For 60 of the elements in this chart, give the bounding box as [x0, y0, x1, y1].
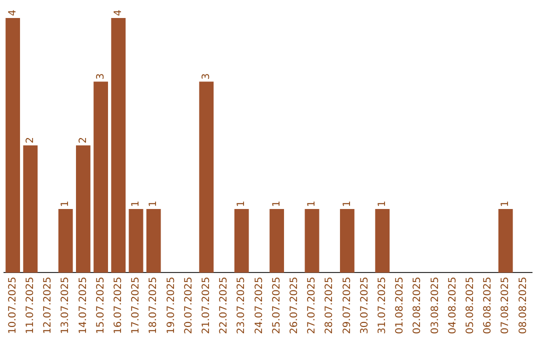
x-tick-label: 22.07.2025: [218, 276, 230, 334]
x-tick-label: 11.07.2025: [24, 276, 36, 334]
x-tick-label: 21.07.2025: [200, 276, 212, 334]
x-tick-label: 14.07.2025: [78, 276, 89, 334]
x-tick-label: 15.07.2025: [95, 276, 106, 334]
x-tick-label: 03.08.2025: [430, 276, 441, 334]
x-tick-label: 20.07.2025: [183, 276, 194, 334]
data-label: 4: [112, 10, 124, 16]
data-label: 1: [236, 200, 248, 208]
x-tick-label: 17.07.2025: [130, 276, 142, 334]
bar: [6, 18, 20, 273]
x-tick-label: 23.07.2025: [236, 276, 248, 334]
data-label: 1: [60, 200, 72, 208]
data-label: 1: [148, 200, 160, 208]
bar: [340, 209, 354, 273]
bar: [146, 209, 161, 273]
x-tick-label: 26.07.2025: [288, 276, 300, 334]
bar: [304, 209, 320, 273]
bar: [199, 82, 214, 273]
data-label: 2: [24, 136, 36, 144]
bar: [76, 145, 90, 273]
x-tick-label: 02.08.2025: [412, 276, 424, 334]
data-label: 4: [7, 10, 18, 16]
x-tick-label: 24.07.2025: [254, 276, 265, 334]
x-tick-label: 07.08.2025: [500, 276, 512, 334]
x-tick-label: 18.07.2025: [148, 276, 160, 334]
x-tick-label: 19.07.2025: [166, 276, 177, 334]
x-tick-label: 12.07.2025: [42, 276, 54, 334]
bar: [234, 209, 249, 273]
bar: [498, 209, 513, 273]
x-tick-label: 10.07.2025: [7, 276, 18, 334]
x-tick-label: 05.08.2025: [464, 276, 476, 334]
data-label: 1: [130, 200, 142, 208]
x-tick-label: 04.08.2025: [447, 276, 458, 334]
bar: [23, 145, 38, 273]
x-tick-label: 30.07.2025: [359, 276, 370, 334]
x-tick-label: 31.07.2025: [376, 276, 388, 334]
data-label: 1: [306, 200, 318, 208]
data-label: 1: [500, 200, 512, 208]
data-label: 1: [376, 200, 388, 208]
bar: [94, 82, 108, 273]
x-tick-label: 08.08.2025: [518, 276, 529, 334]
x-tick-label: 28.07.2025: [324, 276, 336, 334]
data-label: 1: [271, 200, 282, 208]
data-label: 3: [95, 73, 106, 80]
x-tick-label: 13.07.2025: [60, 276, 72, 334]
x-tick-label: 29.07.2025: [342, 276, 353, 334]
bar: [375, 209, 390, 273]
data-label: 3: [200, 73, 212, 80]
bar: [58, 209, 73, 273]
bar: [128, 209, 144, 273]
bar: [270, 209, 284, 273]
x-tick-label: 25.07.2025: [271, 276, 282, 334]
x-tick-label: 06.08.2025: [482, 276, 494, 334]
x-tick-label: 16.07.2025: [112, 276, 124, 334]
x-tick-label: 27.07.2025: [306, 276, 318, 334]
data-label: 2: [78, 136, 89, 144]
data-label: 1: [342, 200, 353, 208]
bar: [111, 18, 126, 273]
x-tick-label: 01.08.2025: [394, 276, 406, 334]
